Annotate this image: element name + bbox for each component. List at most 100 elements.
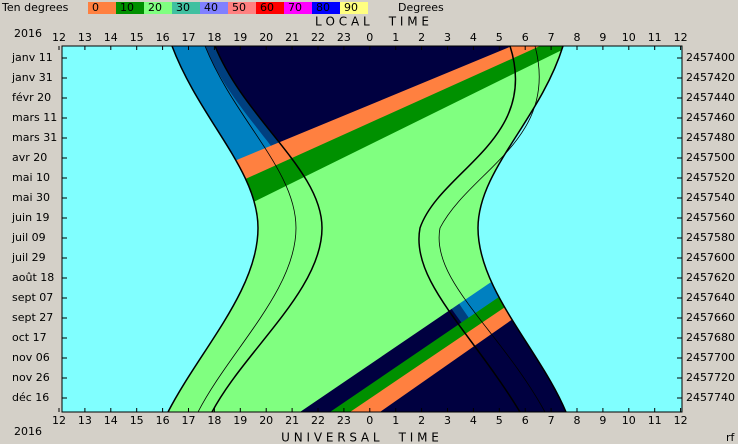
top-tick-label: 16 xyxy=(156,31,170,44)
top-tick-label: 20 xyxy=(259,31,273,44)
legend-label: 70 xyxy=(288,1,302,14)
legend-swatch xyxy=(312,2,340,14)
top-tick-label: 13 xyxy=(78,31,92,44)
top-tick-label: 1 xyxy=(392,31,399,44)
jd-label: 2457440 xyxy=(686,91,735,104)
jd-label: 2457460 xyxy=(686,111,735,124)
date-label: nov 06 xyxy=(12,351,50,364)
date-label: mai 10 xyxy=(12,171,50,184)
bottom-tick-label: 4 xyxy=(470,414,477,427)
bottom-tick-label: 3 xyxy=(444,414,451,427)
bottom-tick-label: 9 xyxy=(599,414,606,427)
top-tick-label: 7 xyxy=(548,31,555,44)
bottom-tick-label: 12 xyxy=(674,414,688,427)
bottom-tick-label: 6 xyxy=(522,414,529,427)
top-tick-label: 17 xyxy=(182,31,196,44)
date-label: sept 27 xyxy=(12,311,53,324)
top-tick-label: 18 xyxy=(207,31,221,44)
legend-swatch xyxy=(256,2,284,14)
top-tick-label: 8 xyxy=(574,31,581,44)
bottom-tick-label: 1 xyxy=(392,414,399,427)
legend-swatch xyxy=(200,2,228,14)
legend-title: Ten degrees xyxy=(1,1,69,14)
date-label: janv 31 xyxy=(11,71,53,84)
jd-label: 2457680 xyxy=(686,331,735,344)
date-label: janv 11 xyxy=(11,51,53,64)
top-tick-label: 23 xyxy=(337,31,351,44)
jd-label: 2457620 xyxy=(686,271,735,284)
top-tick-label: 19 xyxy=(233,31,247,44)
date-label: juin 19 xyxy=(11,211,50,224)
top-tick-label: 22 xyxy=(311,31,325,44)
date-label: déc 16 xyxy=(12,391,49,404)
date-label: mars 31 xyxy=(12,131,57,144)
date-label: mars 11 xyxy=(12,111,57,124)
legend-label: 20 xyxy=(148,1,162,14)
top-tick-label: 12 xyxy=(674,31,688,44)
bottom-tick-label: 13 xyxy=(78,414,92,427)
jd-label: 2457580 xyxy=(686,231,735,244)
bottom-tick-label: 21 xyxy=(285,414,299,427)
date-label: août 18 xyxy=(12,271,54,284)
jd-label: 2457400 xyxy=(686,51,735,64)
top-tick-label: 6 xyxy=(522,31,529,44)
rise-set-curve xyxy=(211,45,521,413)
year-label: 2016 xyxy=(14,27,42,40)
bottom-tick-label: 22 xyxy=(311,414,325,427)
date-label: juil 29 xyxy=(11,251,46,264)
bottom-axis-title: U N I V E R S A L T I M E xyxy=(281,431,439,444)
jd-label: 2457640 xyxy=(686,291,735,304)
bottom-tick-label: 16 xyxy=(156,414,170,427)
bottom-tick-label: 15 xyxy=(130,414,144,427)
date-label: nov 26 xyxy=(12,371,50,384)
jd-label: 2457520 xyxy=(686,171,735,184)
bottom-tick-label: 14 xyxy=(104,414,118,427)
date-label: févr 20 xyxy=(12,91,51,104)
top-tick-label: 12 xyxy=(52,31,66,44)
twilight-outline xyxy=(167,45,567,413)
jd-label: 2457660 xyxy=(686,311,735,324)
legend-unit: Degrees xyxy=(398,1,444,14)
legend-label: 0 xyxy=(92,1,99,14)
legend-label: 90 xyxy=(344,1,358,14)
jd-label: 2457480 xyxy=(686,131,735,144)
jd-label: 2457420 xyxy=(686,71,735,84)
top-tick-label: 3 xyxy=(444,31,451,44)
bottom-tick-label: 18 xyxy=(207,414,221,427)
top-tick-label: 9 xyxy=(599,31,606,44)
plot-frame xyxy=(61,45,683,413)
bottom-tick-label: 19 xyxy=(233,414,247,427)
top-tick-label: 15 xyxy=(130,31,144,44)
bottom-tick-label: 12 xyxy=(52,414,66,427)
date-label: juil 09 xyxy=(11,231,46,244)
jd-label: 2457720 xyxy=(686,371,735,384)
legend-label: 10 xyxy=(120,1,134,14)
legend-swatch xyxy=(284,2,312,14)
legend-swatch xyxy=(88,2,116,14)
year-label: 2016 xyxy=(14,425,42,438)
legend-label: 60 xyxy=(260,1,274,14)
bottom-tick-label: 2 xyxy=(418,414,425,427)
top-tick-label: 2 xyxy=(418,31,425,44)
top-axis-title: L O C A L T I M E xyxy=(315,15,429,29)
jd-label: 2457540 xyxy=(686,191,735,204)
bottom-tick-label: 20 xyxy=(259,414,273,427)
date-label: oct 17 xyxy=(12,331,47,344)
legend-swatch xyxy=(228,2,256,14)
rise-set-curve xyxy=(197,45,546,413)
top-tick-label: 4 xyxy=(470,31,477,44)
bottom-tick-label: 17 xyxy=(182,414,196,427)
legend-label: 40 xyxy=(204,1,218,14)
jd-label: 2457740 xyxy=(686,391,735,404)
bottom-tick-label: 0 xyxy=(366,414,373,427)
top-tick-label: 21 xyxy=(285,31,299,44)
bottom-tick-label: 7 xyxy=(548,414,555,427)
top-tick-label: 0 xyxy=(366,31,373,44)
date-label: sept 07 xyxy=(12,291,53,304)
legend-swatch xyxy=(340,2,368,14)
legend-label: 80 xyxy=(316,1,330,14)
bottom-tick-label: 11 xyxy=(648,414,662,427)
bottom-tick-label: 23 xyxy=(337,414,351,427)
corner-label: rf xyxy=(726,431,736,444)
